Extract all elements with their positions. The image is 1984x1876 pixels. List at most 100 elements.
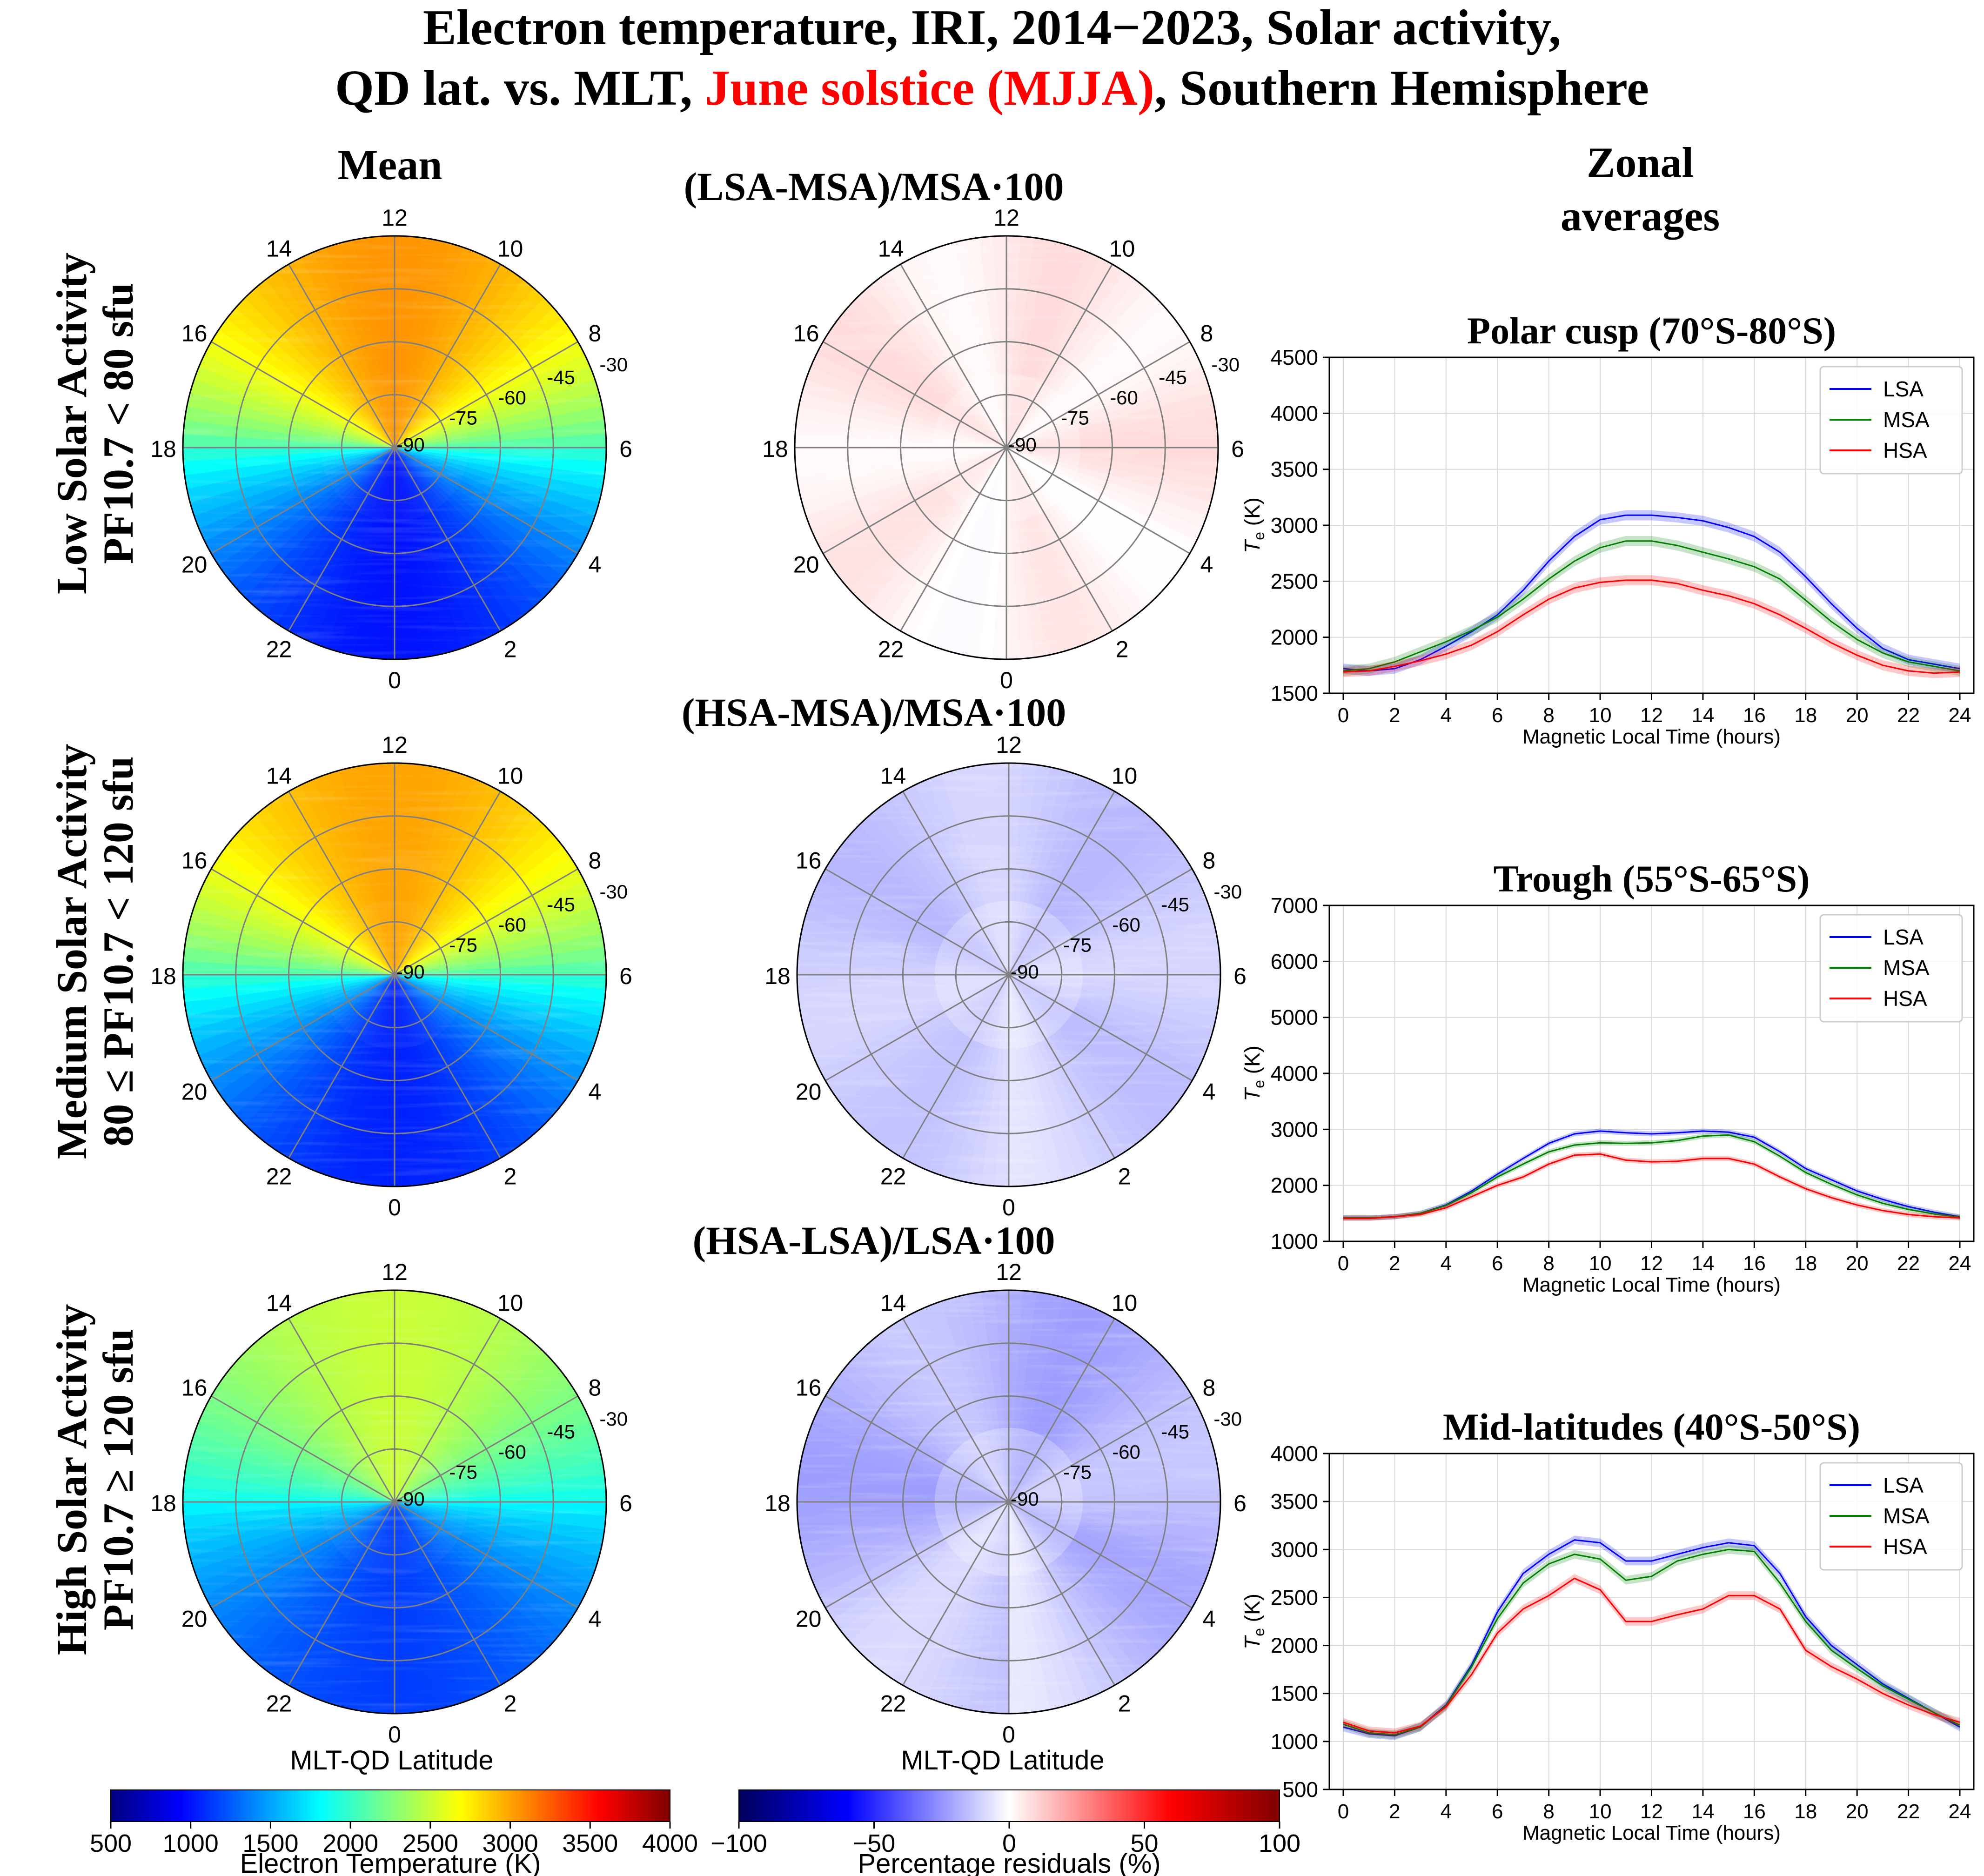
- polar-grid-spoke: [394, 1501, 501, 1686]
- legend-label-hsa: HSA: [1883, 438, 1927, 462]
- polar-mlt-tick-label: 18: [764, 1490, 791, 1516]
- chart-y-tick-label: 2000: [1271, 1173, 1318, 1198]
- chart-x-tick-label: 10: [1589, 704, 1612, 727]
- polar-grid-spoke: [1008, 1395, 1193, 1503]
- chart-x-tick-label: 0: [1338, 704, 1349, 727]
- polar-mlt-tick-label: 14: [266, 1290, 292, 1316]
- polar-lat-tick-label: -60: [498, 387, 526, 409]
- polar-lat-tick-label: -60: [498, 914, 526, 936]
- polar-plot-residual-lsa-msa: 0 2 4 6 8 10 12 14 16 18 20 22 -90 -75 -60 -45 -30: [762, 205, 1244, 693]
- polar-grid-spoke: [394, 341, 578, 449]
- polar-mlt-tick-label: 20: [793, 552, 819, 578]
- polar-lat-tick-label: -75: [1063, 934, 1092, 956]
- polar-grid-spoke: [823, 341, 1007, 449]
- row-label-high: High Solar Activity PF10.7 ≥ 120 sfu: [48, 1304, 142, 1655]
- polar-mlt-tick-label: 4: [1202, 1079, 1215, 1105]
- colorbar-temperature-ticks: 500 1000 1500 2000 2500 3000 3500 4000: [90, 1822, 698, 1857]
- polar-mlt-tick-label: 20: [181, 1606, 208, 1632]
- residual-title-3: (HSA-LSA)/LSA·100: [693, 1218, 1055, 1263]
- polar-grid-spoke: [902, 1318, 1010, 1502]
- polar-mlt-tick-label: 16: [796, 1375, 822, 1401]
- polar-mlt-tick-label: 20: [796, 1606, 822, 1632]
- polar-mlt-tick-label: 16: [793, 321, 819, 347]
- colorbar-tick-label: 2500: [402, 1829, 458, 1857]
- polar-lat-tick-label: -60: [498, 1441, 526, 1463]
- polar-mlt-tick-label: 0: [1000, 667, 1013, 693]
- polar-mlt-tick-label: 14: [880, 1290, 906, 1316]
- colorbar-tick-label: 500: [90, 1829, 132, 1857]
- polar-mlt-tick-label: 6: [1231, 436, 1244, 462]
- ylabel-unit: (K): [1240, 1045, 1264, 1080]
- polar-grid-spoke: [902, 1501, 1010, 1686]
- polar-lat-tick-label: -90: [1011, 961, 1039, 983]
- polar-xlabel-mean: MLT-QD Latitude: [290, 1745, 493, 1776]
- chart-x-axis-label: Magnetic Local Time (hours): [1522, 725, 1781, 748]
- polar-mlt-tick-label: 2: [1116, 636, 1129, 662]
- row-label-low-line2: PF10.7 < 80 sfu: [94, 283, 142, 564]
- chart-x-tick-label: 12: [1640, 1252, 1663, 1275]
- column-title-zonal-line2: averages: [1561, 192, 1720, 240]
- polar-mlt-tick-label: 20: [796, 1079, 822, 1105]
- polar-grid-spoke: [211, 868, 395, 976]
- chart-y-tick-label: 2500: [1271, 569, 1318, 593]
- polar-grid-spoke: [394, 974, 578, 1081]
- polar-xlabel-residual: MLT-QD Latitude: [901, 1745, 1104, 1776]
- polar-mlt-tick-label: 6: [619, 1490, 632, 1516]
- polar-grid-spoke: [211, 341, 395, 449]
- chart-x-tick-label: 0: [1338, 1252, 1349, 1275]
- colorbar-tick-label: 2000: [322, 1829, 378, 1857]
- chart-y-tick-label: 6000: [1271, 949, 1318, 973]
- polar-mlt-tick-label: 0: [388, 1194, 401, 1220]
- chart-x-tick-label: 6: [1492, 1800, 1503, 1823]
- polar-mlt-tick-label: 4: [1202, 1606, 1215, 1632]
- colorbar-tick-label: 4000: [642, 1829, 698, 1857]
- chart-x-tick-label: 18: [1794, 1252, 1817, 1275]
- polar-grid-spoke: [288, 264, 395, 448]
- title-line2-part-a: QD lat. vs. MLT,: [335, 60, 705, 116]
- polar-grid-spoke: [1005, 264, 1113, 448]
- chart-y-tick-label: 1000: [1271, 1229, 1318, 1253]
- chart-x-tick-label: 22: [1897, 1252, 1920, 1275]
- polar-lat-tick-label: -90: [1008, 434, 1037, 456]
- chart-y-tick-label: 7000: [1271, 893, 1318, 918]
- chart-x-axis-label: Magnetic Local Time (hours): [1522, 1273, 1781, 1296]
- polar-lat-tick-label: -60: [1110, 387, 1138, 409]
- polar-mlt-tick-label: 6: [619, 963, 632, 989]
- polar-mlt-tick-label: 6: [1233, 963, 1247, 989]
- polar-mlt-tick-label: 16: [181, 848, 208, 874]
- polar-border: [796, 762, 1221, 1187]
- chart-title: Trough (55°S-65°S): [1494, 858, 1810, 900]
- chart-x-tick-label: 24: [1949, 1252, 1971, 1275]
- series-line-lsa: [1343, 514, 1960, 672]
- row-label-medium: Medium Solar Activity 80 ≤ PF10.7 < 120 …: [48, 744, 142, 1159]
- polar-grid-spoke: [394, 1395, 578, 1503]
- polar-mlt-tick-label: 16: [181, 1375, 208, 1401]
- chart-x-tick-label: 20: [1846, 1252, 1869, 1275]
- residual-title-1: (LSA-MSA)/MSA·100: [684, 164, 1064, 209]
- polar-mlt-tick-label: 14: [880, 763, 906, 789]
- polar-lat-tick-label: -75: [1063, 1461, 1092, 1483]
- polar-grid-spoke: [211, 1501, 395, 1608]
- polar-grid-spoke: [394, 974, 501, 1159]
- polar-mlt-tick-label: 0: [1002, 1722, 1015, 1748]
- polar-plot-mean-high: 0 2 4 6 8 10 12 14 16 18 20 22 -90 -75 -60 -45 -30: [150, 1259, 632, 1748]
- polar-border: [796, 1289, 1221, 1715]
- chart-y-tick-label: 4000: [1271, 401, 1318, 425]
- chart-y-tick-label: 1500: [1271, 681, 1318, 705]
- polar-mlt-tick-label: 12: [993, 205, 1019, 231]
- polar-mlt-tick-label: 20: [181, 552, 208, 578]
- polar-grid-spoke: [1008, 791, 1115, 975]
- polar-grid-spoke: [902, 974, 1010, 1159]
- ylabel-unit: (K): [1240, 1594, 1264, 1628]
- colorbar-temperature-label: Electron Temperature (K): [240, 1849, 541, 1876]
- chart-y-tick-label: 1000: [1271, 1729, 1318, 1754]
- chart-x-tick-label: 24: [1949, 1800, 1971, 1823]
- polar-border: [182, 235, 607, 660]
- chart-x-tick-label: 16: [1743, 1252, 1766, 1275]
- polar-grid-spoke: [825, 1501, 1009, 1608]
- chart-x-tick-label: 2: [1389, 1252, 1400, 1275]
- polar-mlt-tick-label: 8: [588, 321, 601, 347]
- chart-x-tick-label: 4: [1441, 1800, 1452, 1823]
- polar-grid-spoke: [288, 447, 395, 631]
- polar-grid-spoke: [288, 1318, 395, 1502]
